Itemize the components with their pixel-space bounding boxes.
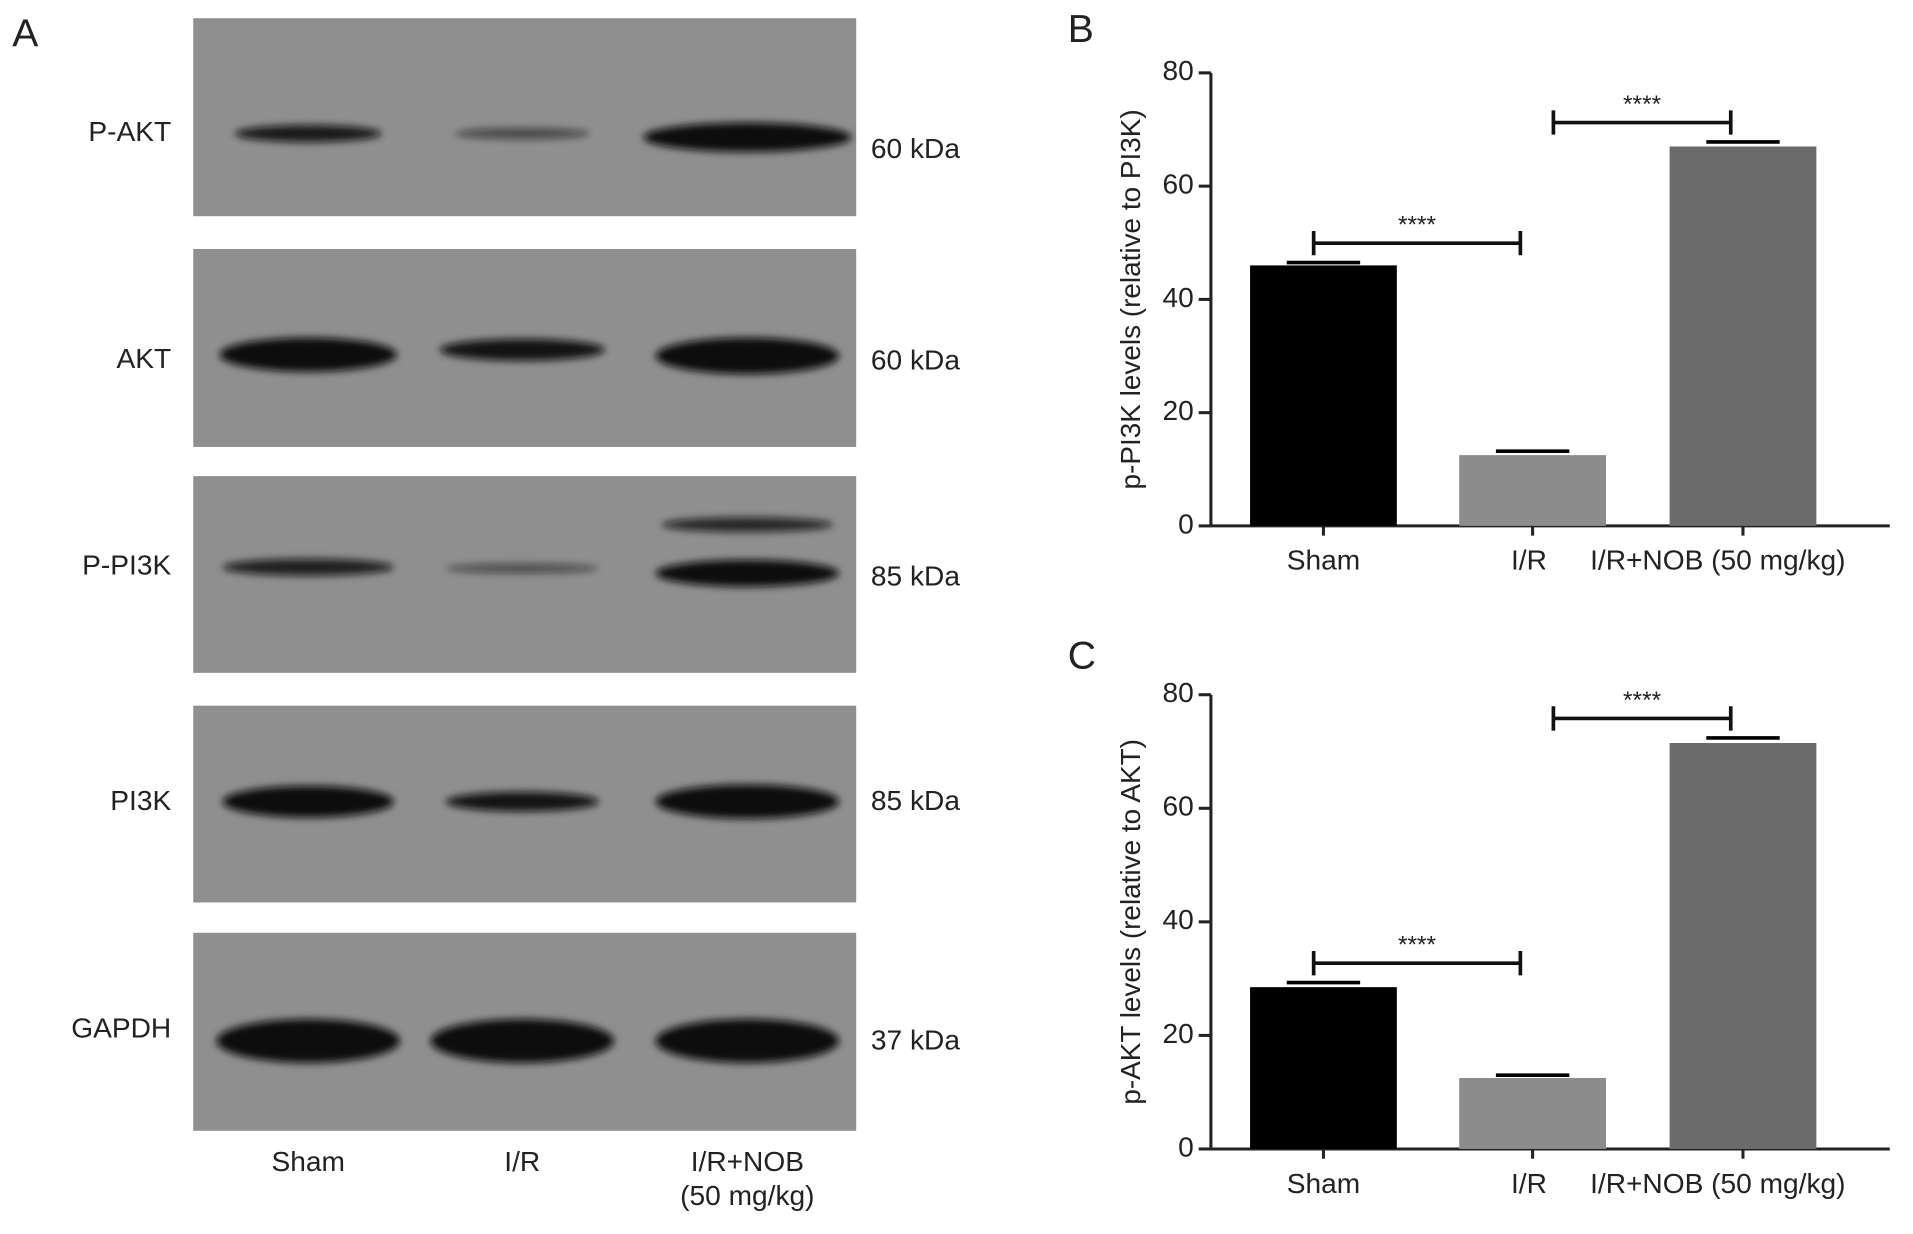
row-label: P-AKT: [88, 116, 171, 147]
x-tick-label: I/R: [1511, 545, 1547, 576]
blot-band: [445, 563, 599, 574]
blot-membrane: [193, 18, 857, 217]
bar: [1250, 987, 1397, 1149]
row-label: PI3K: [110, 785, 171, 816]
lane-label: I/R: [504, 1146, 540, 1177]
y-tick-label: 0: [1178, 508, 1194, 539]
y-tick-label: 40: [1163, 904, 1194, 935]
y-tick-label: 20: [1163, 395, 1194, 426]
y-tick-label: 60: [1163, 169, 1194, 200]
bar: [1459, 1078, 1606, 1149]
y-axis-label: p-AKT levels (relative to AKT): [1115, 739, 1146, 1105]
y-tick-label: 20: [1163, 1018, 1194, 1049]
y-tick-label: 80: [1163, 677, 1194, 708]
blot-band: [655, 784, 840, 819]
x-tick-label: Sham: [1287, 545, 1360, 576]
panel-label: C: [1068, 635, 1096, 678]
y-axis-label: p-PI3K levels (relative to PI3K): [1115, 109, 1146, 489]
panel-label: A: [12, 13, 38, 56]
blot-band: [643, 122, 852, 152]
size-label: 37 kDa: [871, 1025, 960, 1056]
significance-bracket: [1311, 231, 1523, 256]
lane-label: I/R+NOB: [691, 1146, 804, 1177]
blot-band: [222, 785, 394, 818]
blot-band: [655, 1019, 840, 1063]
y-tick-label: 80: [1163, 55, 1194, 86]
bar: [1250, 265, 1397, 526]
size-label: 85 kDa: [871, 785, 960, 816]
blot-band: [234, 125, 382, 143]
y-tick-label: 60: [1163, 791, 1194, 822]
blot-band: [655, 559, 840, 587]
x-tick-label: I/R+NOB (50 mg/kg): [1590, 545, 1845, 576]
panel-label: B: [1068, 8, 1094, 51]
blot-band: [430, 1019, 615, 1063]
lane-label: Sham: [272, 1146, 345, 1177]
row-label: AKT: [117, 343, 172, 374]
size-label: 60 kDa: [871, 344, 960, 375]
bar: [1669, 742, 1817, 1149]
blot-band: [655, 337, 840, 375]
blot-band: [445, 791, 599, 812]
significance-label: ****: [1398, 212, 1437, 239]
significance-label: ****: [1398, 932, 1437, 959]
size-label: 60 kDa: [871, 133, 960, 164]
x-tick-label: Sham: [1287, 1168, 1360, 1199]
bar: [1669, 146, 1817, 526]
significance-bracket: [1551, 706, 1733, 731]
blot-band: [439, 338, 605, 361]
x-tick-label: I/R+NOB (50 mg/kg): [1590, 1168, 1845, 1199]
lane-label: (50 mg/kg): [680, 1180, 814, 1211]
x-tick-label: I/R: [1511, 1168, 1547, 1199]
blot-band: [661, 517, 833, 532]
blot-band: [222, 558, 394, 576]
size-label: 85 kDa: [871, 561, 960, 592]
blot-band: [455, 128, 590, 140]
significance-label: ****: [1623, 91, 1662, 118]
significance-bracket: [1311, 951, 1523, 976]
bar: [1459, 455, 1606, 526]
significance-bracket: [1551, 110, 1733, 135]
row-label: P-PI3K: [82, 550, 171, 581]
y-tick-label: 40: [1163, 282, 1194, 313]
y-tick-label: 0: [1178, 1131, 1194, 1162]
significance-label: ****: [1623, 687, 1662, 714]
blot-band: [216, 1019, 400, 1063]
row-label: GAPDH: [71, 1012, 171, 1043]
blot-band: [219, 337, 397, 372]
